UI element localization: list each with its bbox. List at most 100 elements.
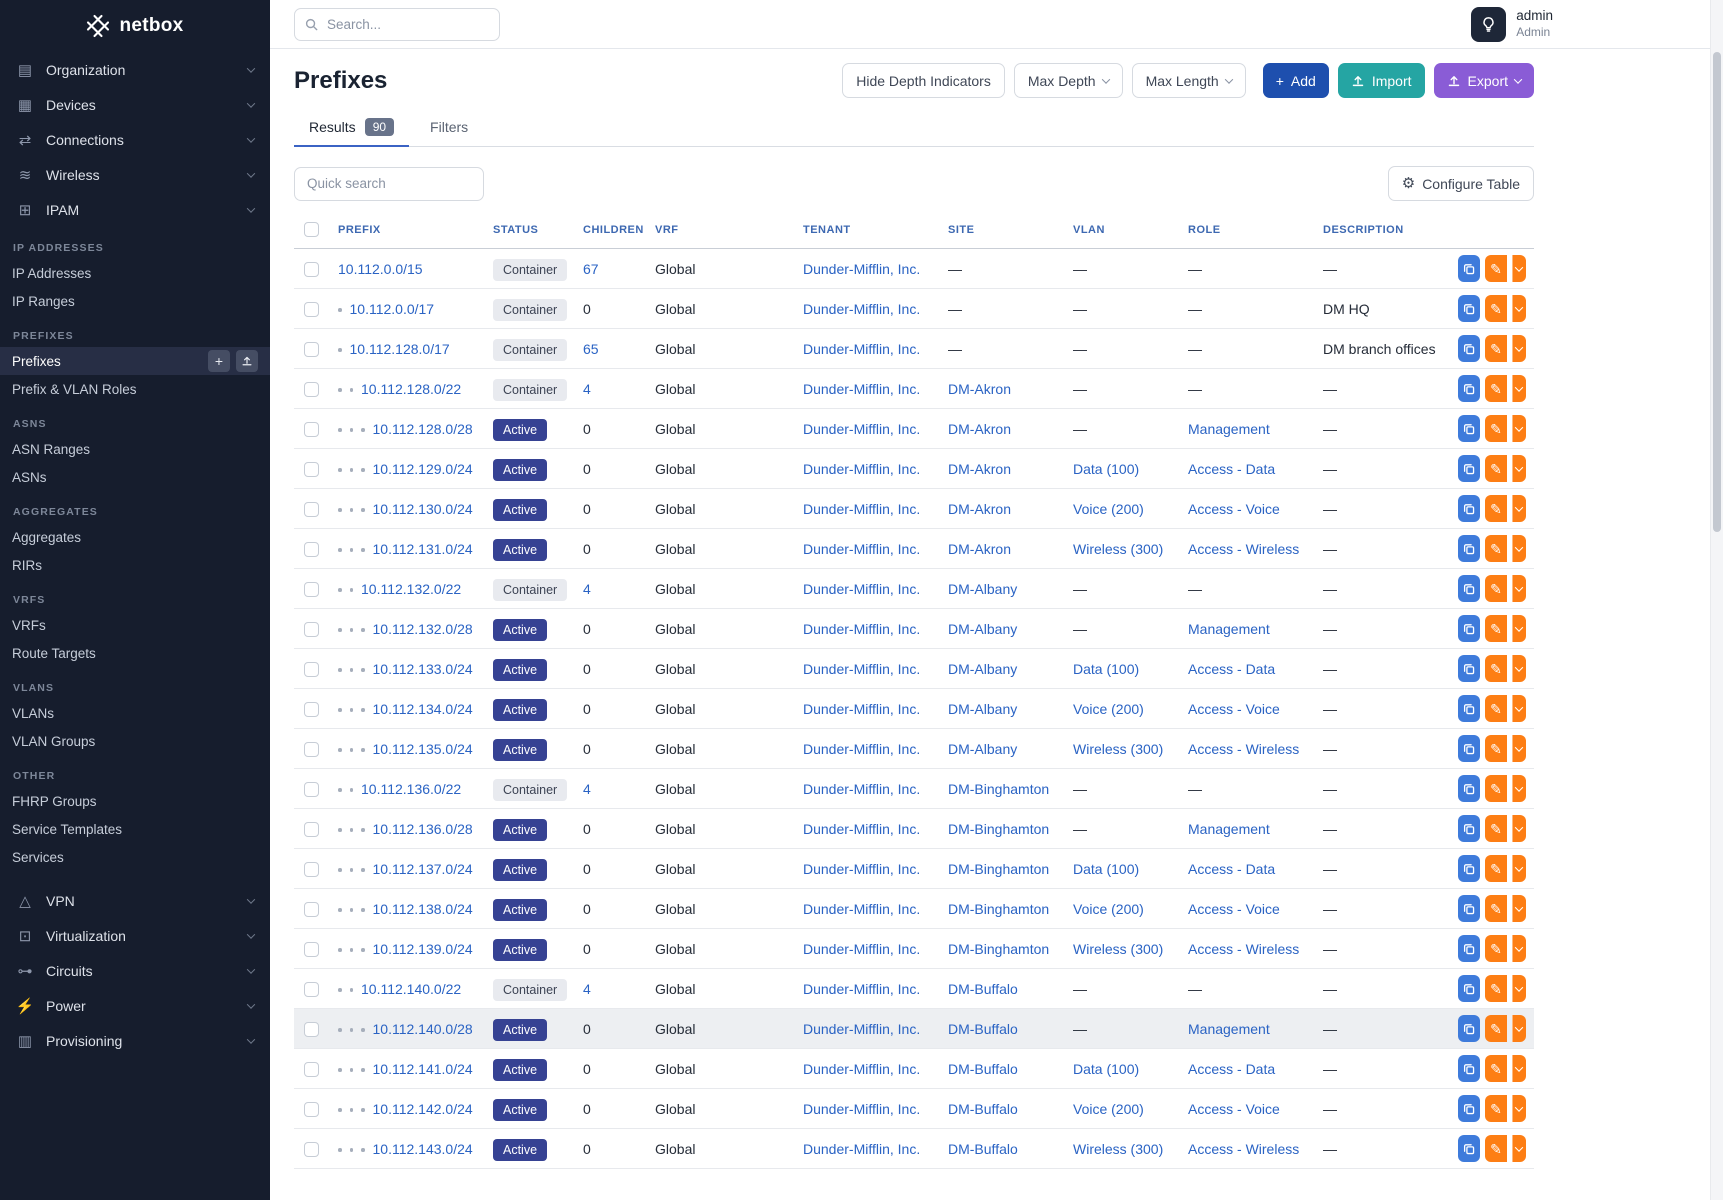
sidebar-item-ip-addresses[interactable]: IP Addresses	[0, 259, 270, 287]
netbox-brand[interactable]: netbox	[0, 0, 270, 52]
edit-button[interactable]: ✎	[1484, 255, 1507, 282]
configure-table-button[interactable]: ⚙ Configure Table	[1387, 166, 1534, 201]
scrollbar-thumb[interactable]	[1713, 52, 1721, 532]
edit-dropdown-button[interactable]	[1511, 975, 1526, 1002]
copy-button[interactable]	[1458, 655, 1480, 682]
prefix-link[interactable]: 10.112.128.0/22	[361, 380, 462, 397]
edit-dropdown-button[interactable]	[1511, 575, 1526, 602]
column-header-site[interactable]: SITE	[940, 214, 1065, 249]
row-checkbox[interactable]	[304, 821, 319, 837]
role-link[interactable]: Access - Voice	[1188, 700, 1280, 717]
copy-button[interactable]	[1458, 735, 1480, 762]
column-header-prefix[interactable]: PREFIX	[330, 214, 485, 249]
copy-button[interactable]	[1458, 935, 1480, 962]
prefix-link[interactable]: 10.112.0.0/17	[349, 300, 435, 317]
row-checkbox[interactable]	[304, 1101, 319, 1117]
children-count-link[interactable]: 4	[583, 380, 591, 397]
row-checkbox[interactable]	[304, 301, 319, 317]
role-link[interactable]: Access - Wireless	[1188, 1140, 1300, 1157]
vlan-link[interactable]: Voice (200)	[1073, 700, 1144, 717]
site-link[interactable]: DM-Albany	[948, 740, 1018, 757]
column-header-vlan[interactable]: VLAN	[1065, 214, 1180, 249]
role-link[interactable]: Access - Data	[1188, 460, 1276, 477]
sidebar-item-asn-ranges[interactable]: ASN Ranges	[0, 435, 270, 463]
tenant-link[interactable]: Dunder-Mifflin, Inc.	[803, 1100, 921, 1117]
edit-button[interactable]: ✎	[1484, 415, 1507, 442]
copy-button[interactable]	[1458, 695, 1480, 722]
row-checkbox[interactable]	[304, 941, 319, 957]
copy-button[interactable]	[1458, 1015, 1480, 1042]
sidebar-item-virtualization[interactable]: ⊡ Virtualization	[0, 918, 270, 953]
column-header-children[interactable]: CHILDREN	[575, 214, 647, 249]
prefix-link[interactable]: 10.112.132.0/22	[361, 580, 462, 597]
sidebar-item-asns[interactable]: ASNs	[0, 463, 270, 491]
edit-button[interactable]: ✎	[1484, 695, 1507, 722]
edit-dropdown-button[interactable]	[1511, 895, 1526, 922]
row-checkbox[interactable]	[304, 901, 319, 917]
edit-dropdown-button[interactable]	[1511, 415, 1526, 442]
prefix-link[interactable]: 10.112.140.0/22	[361, 980, 462, 997]
sidebar-item-services[interactable]: Services	[0, 843, 270, 871]
prefix-link[interactable]: 10.112.143.0/24	[372, 1140, 473, 1157]
edit-dropdown-button[interactable]	[1511, 295, 1526, 322]
site-link[interactable]: DM-Binghamton	[948, 860, 1050, 877]
theme-toggle-button[interactable]	[1471, 6, 1507, 42]
vlan-link[interactable]: Wireless (300)	[1073, 940, 1164, 957]
tenant-link[interactable]: Dunder-Mifflin, Inc.	[803, 620, 921, 637]
prefix-link[interactable]: 10.112.131.0/24	[372, 540, 473, 557]
vlan-link[interactable]: Data (100)	[1073, 460, 1140, 477]
role-link[interactable]: Access - Wireless	[1188, 540, 1300, 557]
row-checkbox[interactable]	[304, 1021, 319, 1037]
tab-results[interactable]: Results 90	[294, 108, 410, 147]
tenant-link[interactable]: Dunder-Mifflin, Inc.	[803, 740, 921, 757]
copy-button[interactable]	[1458, 415, 1480, 442]
sidebar-item-vlan-groups[interactable]: VLAN Groups	[0, 727, 270, 755]
sidebar-item-aggregates[interactable]: Aggregates	[0, 523, 270, 551]
tab-filters[interactable]: Filters	[430, 119, 469, 135]
sidebar-item-connections[interactable]: ⇄ Connections	[0, 122, 270, 157]
children-count-link[interactable]: 67	[583, 260, 599, 277]
tenant-link[interactable]: Dunder-Mifflin, Inc.	[803, 1060, 921, 1077]
max-length-dropdown[interactable]: Max Length	[1131, 63, 1246, 98]
row-checkbox[interactable]	[304, 461, 319, 477]
vlan-link[interactable]: Voice (200)	[1073, 1100, 1144, 1117]
site-link[interactable]: DM-Buffalo	[948, 1060, 1018, 1077]
sidebar-item-wireless[interactable]: ≋ Wireless	[0, 157, 270, 192]
tenant-link[interactable]: Dunder-Mifflin, Inc.	[803, 780, 921, 797]
prefix-link[interactable]: 10.112.133.0/24	[372, 660, 473, 677]
sidebar-item-vpn[interactable]: △ VPN	[0, 883, 270, 918]
vlan-link[interactable]: Voice (200)	[1073, 900, 1144, 917]
row-checkbox[interactable]	[304, 261, 319, 277]
role-link[interactable]: Access - Data	[1188, 1060, 1276, 1077]
prefix-link[interactable]: 10.112.0.0/15	[338, 260, 423, 277]
role-link[interactable]: Access - Wireless	[1188, 740, 1300, 757]
role-link[interactable]: Access - Data	[1188, 860, 1276, 877]
tenant-link[interactable]: Dunder-Mifflin, Inc.	[803, 340, 921, 357]
tenant-link[interactable]: Dunder-Mifflin, Inc.	[803, 660, 921, 677]
tenant-link[interactable]: Dunder-Mifflin, Inc.	[803, 260, 921, 277]
site-link[interactable]: DM-Akron	[948, 420, 1012, 437]
role-link[interactable]: Access - Wireless	[1188, 940, 1300, 957]
edit-button[interactable]: ✎	[1484, 935, 1507, 962]
row-checkbox[interactable]	[304, 1141, 319, 1157]
role-link[interactable]: Access - Voice	[1188, 500, 1280, 517]
edit-dropdown-button[interactable]	[1511, 615, 1526, 642]
edit-dropdown-button[interactable]	[1511, 1095, 1526, 1122]
edit-button[interactable]: ✎	[1484, 1095, 1507, 1122]
edit-dropdown-button[interactable]	[1511, 775, 1526, 802]
edit-button[interactable]: ✎	[1484, 295, 1507, 322]
site-link[interactable]: DM-Akron	[948, 460, 1012, 477]
tenant-link[interactable]: Dunder-Mifflin, Inc.	[803, 420, 921, 437]
row-checkbox[interactable]	[304, 541, 319, 557]
quick-search-input[interactable]	[294, 166, 484, 201]
edit-dropdown-button[interactable]	[1511, 855, 1526, 882]
edit-dropdown-button[interactable]	[1511, 455, 1526, 482]
edit-dropdown-button[interactable]	[1511, 815, 1526, 842]
edit-dropdown-button[interactable]	[1511, 1015, 1526, 1042]
tenant-link[interactable]: Dunder-Mifflin, Inc.	[803, 1020, 921, 1037]
copy-button[interactable]	[1458, 975, 1480, 1002]
copy-button[interactable]	[1458, 815, 1480, 842]
row-checkbox[interactable]	[304, 341, 319, 357]
search-input[interactable]	[294, 7, 500, 41]
sidebar-item-ip-ranges[interactable]: IP Ranges	[0, 287, 270, 315]
